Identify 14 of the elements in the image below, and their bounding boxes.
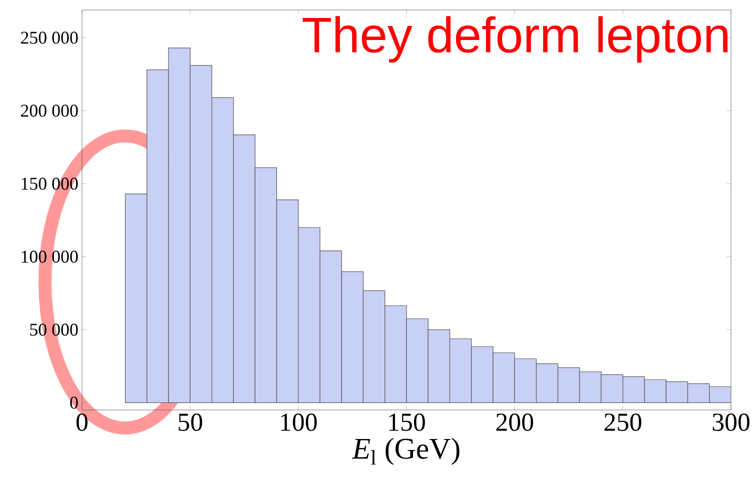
x-tick-label: 300 xyxy=(712,413,750,431)
y-tick-label: 0 xyxy=(70,396,78,409)
y-tick-label: 100 000 xyxy=(22,250,78,263)
y-tick-label: 200 000 xyxy=(20,104,78,117)
annotation: They deform lepton xyxy=(302,16,728,63)
x-tick-label: 100 xyxy=(281,413,317,431)
x-tick-label: 50 xyxy=(178,413,202,431)
y-tick-label: 150 000 xyxy=(22,178,78,190)
y-tick-label: 250 000 xyxy=(20,32,78,44)
x-tick-label: 250 xyxy=(604,413,642,431)
x-axis-title: E$_{l}$ (GeV) xyxy=(352,438,460,465)
y-tick-label: 50 000 xyxy=(30,324,78,336)
x-tick-label: 200 xyxy=(496,413,534,431)
x-tick-label: 150 xyxy=(389,413,425,431)
